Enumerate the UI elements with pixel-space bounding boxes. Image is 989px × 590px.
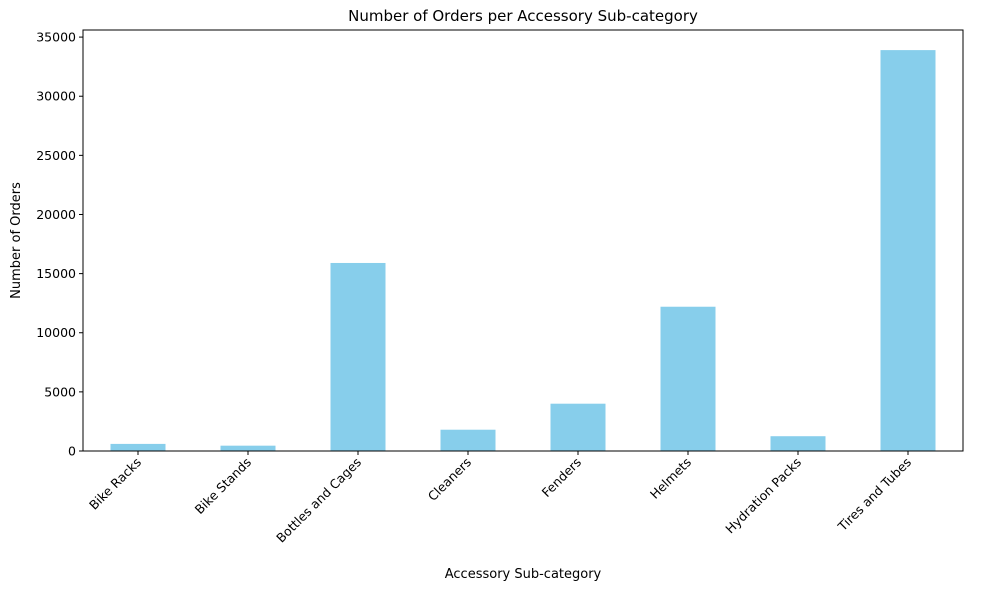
bar-fenders [550,403,606,451]
y-tick-label: 30000 [36,89,76,104]
x-tick-label: Bike Stands [192,455,254,517]
chart-title: Number of Orders per Accessory Sub-categ… [348,7,698,25]
bar-hydration-packs [770,436,826,451]
y-tick-label: 35000 [36,30,76,45]
y-tick-label: 10000 [36,325,76,340]
x-tick-label: Bottles and Cages [273,455,364,546]
bar-tires-and-tubes [880,50,936,451]
y-tick-label: 25000 [36,148,76,163]
y-axis: 0 5000 10000 15000 20000 25000 30000 35000 [36,30,83,459]
bar-bike-racks [110,443,166,451]
y-axis-label: Number of Orders [9,182,24,299]
bar-bottles-and-cages [330,262,386,451]
x-axis: Bike Racks Bike Stands Bottles and Cages Cl… [86,451,914,546]
plot-frame [82,29,964,452]
y-tick-label: 15000 [36,266,76,281]
bar-cleaners [440,429,496,451]
y-tick-label: 0 [68,444,76,459]
y-tick-label: 20000 [36,207,76,222]
bars-group [110,50,936,451]
x-tick-label: Helmets [647,455,694,502]
bar-bike-stands [220,445,276,451]
x-tick-label: Hydration Packs [722,455,804,537]
x-tick-label: Cleaners [425,455,474,504]
y-tick-label: 5000 [44,384,76,399]
x-axis-label: Accessory Sub-category [445,567,602,582]
bar-helmets [660,306,716,451]
x-tick-label: Fenders [539,455,585,501]
x-tick-label: Tires and Tubes [834,455,914,535]
x-tick-label: Bike Racks [86,455,144,513]
